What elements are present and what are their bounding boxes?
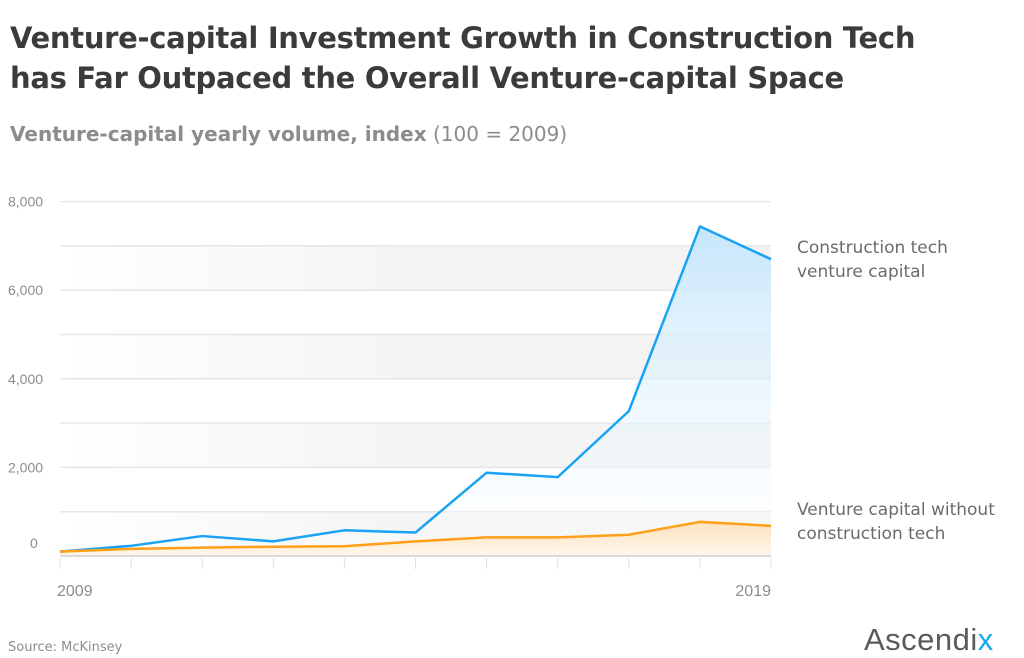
y-tick-label: 4,000 [8,371,43,387]
series-label-line: construction tech [797,524,946,544]
y-tick-label: 0 [30,535,38,551]
x-tick-label: 2009 [57,583,93,600]
series-label-line: venture capital [797,262,926,282]
y-tick-label: 6,000 [8,282,43,298]
subtitle-main: Venture-capital yearly volume, index [10,122,427,146]
series-label-line: Venture capital without [797,500,995,520]
source-note: Source: McKinsey [8,640,123,655]
series-label-line: Construction tech [797,238,948,258]
y-tick-label: 8,000 [8,194,43,210]
logo-text: Ascendi [864,622,978,657]
ascendix-logo: Ascendix [864,622,994,658]
chart-subtitle: Venture-capital yearly volume, index (10… [10,122,567,146]
title-line-1: Venture-capital Investment Growth in Con… [10,21,916,55]
title-line-2: has Far Outpaced the Overall Venture-cap… [10,61,844,95]
grid-band [60,245,771,291]
x-tick-label: 2019 [735,583,771,600]
series-label-construction-tech: Construction tech venture capital [797,236,1017,284]
logo-accent: x [977,622,994,657]
subtitle-index-note: (100 = 2009) [433,122,568,146]
chart-title: Venture-capital Investment Growth in Con… [10,18,915,98]
series-area-0 [60,226,771,556]
series-label-overall-vc: Venture capital without construction tec… [797,498,1017,546]
y-tick-label: 2,000 [8,459,43,475]
